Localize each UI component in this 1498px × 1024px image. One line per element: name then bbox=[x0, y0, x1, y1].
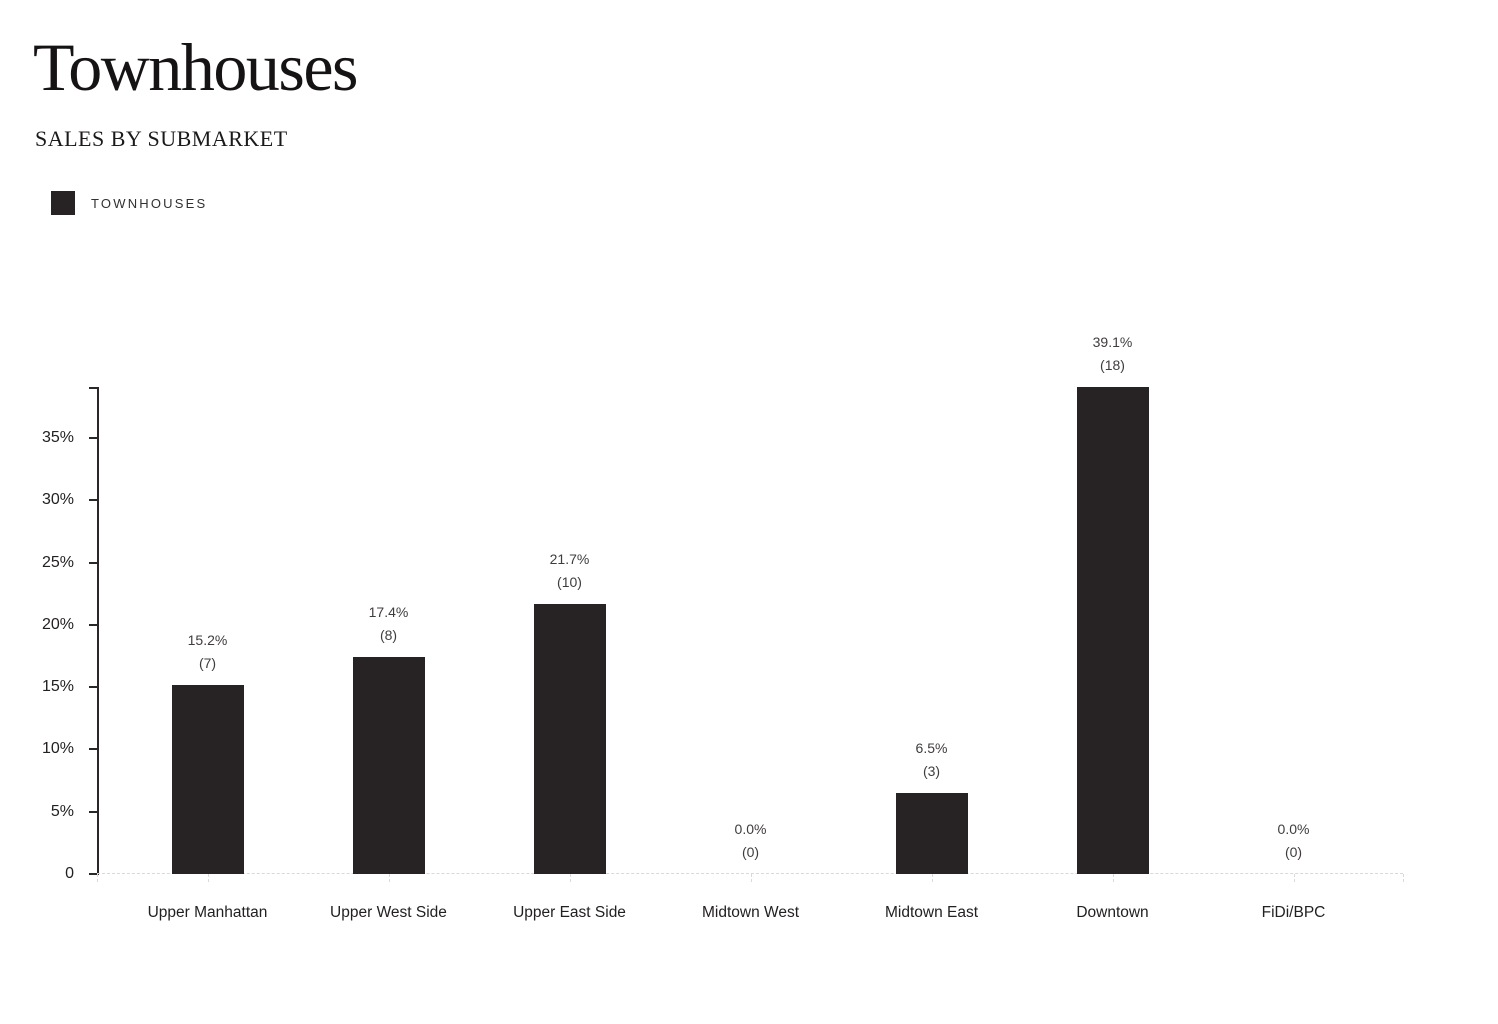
x-axis-category-label: Midtown East bbox=[884, 904, 979, 921]
y-axis-tick-label: 25% bbox=[41, 553, 74, 571]
page-subtitle: SALES BY SUBMARKET bbox=[35, 126, 288, 151]
bar-value-label: 6.5% bbox=[915, 740, 948, 757]
legend-label: TOWNHOUSES bbox=[91, 195, 208, 211]
bar-value-label: 15.2% bbox=[187, 631, 228, 648]
bar-value-label: 0.0% bbox=[734, 821, 767, 837]
y-axis-tick-label: 20% bbox=[41, 615, 74, 633]
x-axis-category-tick bbox=[569, 874, 571, 882]
x-axis-category-label: Upper Manhattan bbox=[147, 904, 268, 921]
legend[interactable]: TOWNHOUSES bbox=[51, 191, 207, 215]
bar-upper-east-side[interactable] bbox=[533, 603, 606, 874]
x-axis-category-tick bbox=[1293, 874, 1295, 882]
bar-upper-manhattan[interactable] bbox=[171, 684, 244, 874]
page-title: Townhouses bbox=[33, 29, 359, 105]
x-axis-category-label: Midtown West bbox=[701, 904, 800, 921]
legend-swatch-icon bbox=[51, 191, 75, 215]
bar-count-label: (10) bbox=[557, 573, 582, 590]
y-axis-tick bbox=[89, 748, 97, 751]
y-axis-tick bbox=[89, 686, 97, 689]
bar-count-label: (3) bbox=[922, 763, 941, 780]
x-axis-outer-tick bbox=[97, 874, 98, 882]
x-axis-category-label: Downtown bbox=[1076, 904, 1149, 921]
x-axis-category-tick bbox=[931, 874, 933, 882]
bar-value-label: 17.4% bbox=[368, 604, 409, 621]
x-axis-outer-tick bbox=[1403, 874, 1404, 882]
y-axis-line bbox=[97, 387, 99, 875]
y-axis-tick bbox=[89, 561, 97, 564]
y-axis-tick bbox=[89, 873, 97, 875]
y-axis-tick bbox=[89, 810, 97, 813]
x-axis-category-label: Upper East Side bbox=[513, 904, 626, 921]
y-axis-outer-tick bbox=[89, 387, 97, 389]
x-axis-line bbox=[97, 873, 1403, 874]
bar-midtown-east[interactable] bbox=[895, 793, 968, 874]
y-axis-tick-label: 5% bbox=[50, 802, 74, 820]
x-axis-category-tick bbox=[207, 874, 209, 882]
y-axis-tick-label: 35% bbox=[41, 429, 74, 447]
bar-downtown[interactable] bbox=[1076, 387, 1149, 874]
y-axis-tick bbox=[89, 623, 97, 626]
y-axis-tick-label: 0 bbox=[65, 865, 74, 882]
x-axis-category-label: Upper West Side bbox=[330, 904, 447, 921]
y-axis-tick-label: 15% bbox=[41, 678, 74, 696]
y-axis-tick bbox=[89, 499, 97, 502]
bar-upper-west-side[interactable] bbox=[352, 657, 425, 874]
bar-count-label: (0) bbox=[1284, 844, 1303, 860]
y-axis-tick bbox=[89, 437, 97, 440]
x-axis-category-tick bbox=[388, 874, 390, 882]
bar-count-label: (7) bbox=[198, 654, 217, 671]
y-axis-tick-label: 30% bbox=[41, 491, 74, 509]
x-axis-category-label: FiDi/BPC bbox=[1261, 904, 1326, 921]
bar-count-label: (8) bbox=[379, 627, 398, 644]
bar-count-label: (18) bbox=[1100, 357, 1125, 373]
bar-value-label: 39.1% bbox=[1092, 334, 1133, 350]
y-axis-tick-label: 10% bbox=[41, 740, 74, 758]
bar-value-label: 0.0% bbox=[1277, 821, 1310, 837]
bar-value-label: 21.7% bbox=[549, 550, 590, 567]
bar-count-label: (0) bbox=[741, 844, 760, 860]
x-axis-category-tick bbox=[750, 874, 752, 882]
x-axis-category-tick bbox=[1112, 874, 1114, 882]
